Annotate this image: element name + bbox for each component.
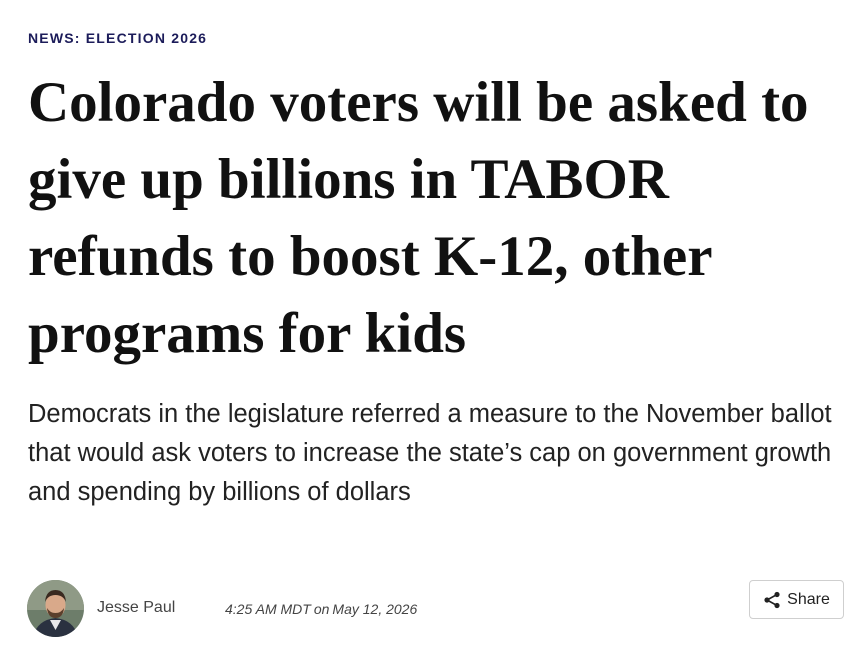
author-name[interactable]: Jesse Paul <box>97 599 176 616</box>
share-label[interactable]: Share <box>787 590 830 608</box>
timestamp: 4:25 AM MDT on May 12, 2026 <box>225 601 420 617</box>
dek: Democrats in the legislature referred a … <box>28 400 832 506</box>
author-avatar[interactable] <box>27 580 84 637</box>
connector: on <box>313 601 330 617</box>
headline: Colorado voters will be asked to give up… <box>28 71 809 365</box>
share-icon <box>764 591 780 608</box>
share-button[interactable]: Share <box>749 580 844 619</box>
time: 4:25 AM MDT <box>225 601 311 617</box>
date: May 12, 2026 <box>332 601 418 617</box>
section-label[interactable]: NEWS: ELECTION 2026 <box>28 30 208 46</box>
